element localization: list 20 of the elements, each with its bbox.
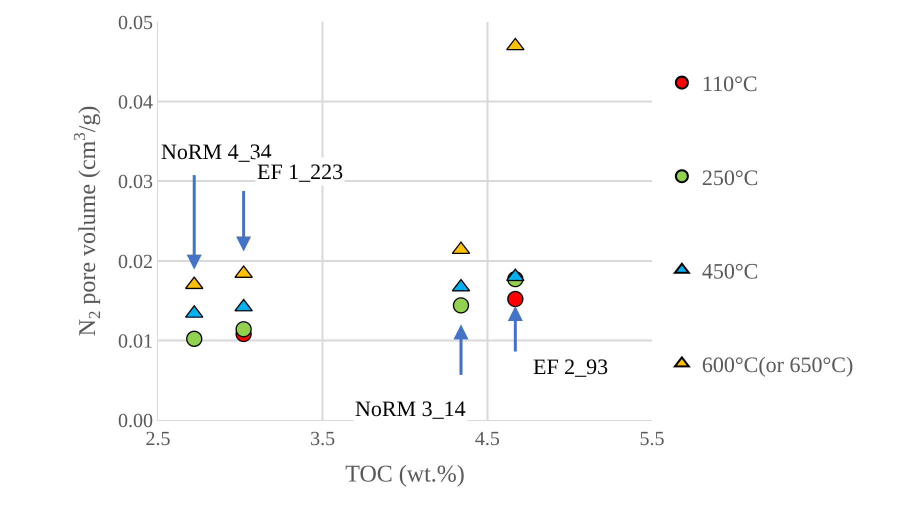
point (186, 330, 202, 347)
x-axis-title: TOC (wt.%) (345, 461, 465, 488)
y-tick-label: 0.04 (118, 92, 153, 114)
point (452, 297, 470, 314)
legend-label: 600°C(or 650°C) (702, 352, 854, 377)
x-tick-label: 5.5 (640, 428, 664, 450)
point (507, 290, 524, 308)
y-tick-label: 0.05 (118, 12, 153, 34)
legend-label: 450°C (702, 258, 758, 284)
y-tick-label: 0.01 (118, 330, 153, 352)
y-tick-label: 0.02 (118, 250, 153, 273)
annotation: EF 1_223 (257, 159, 344, 184)
annotation: EF 2_93 (533, 354, 608, 379)
legend-label: 110°C (702, 71, 758, 96)
annotation: NoRM 3_14 (355, 396, 466, 421)
point (235, 321, 252, 338)
x-tick-label: 3.5 (310, 428, 336, 450)
y-tick-label: 0.03 (118, 171, 153, 194)
x-tick-label: 4.5 (474, 428, 500, 450)
legend-label: 250°C (702, 164, 758, 190)
